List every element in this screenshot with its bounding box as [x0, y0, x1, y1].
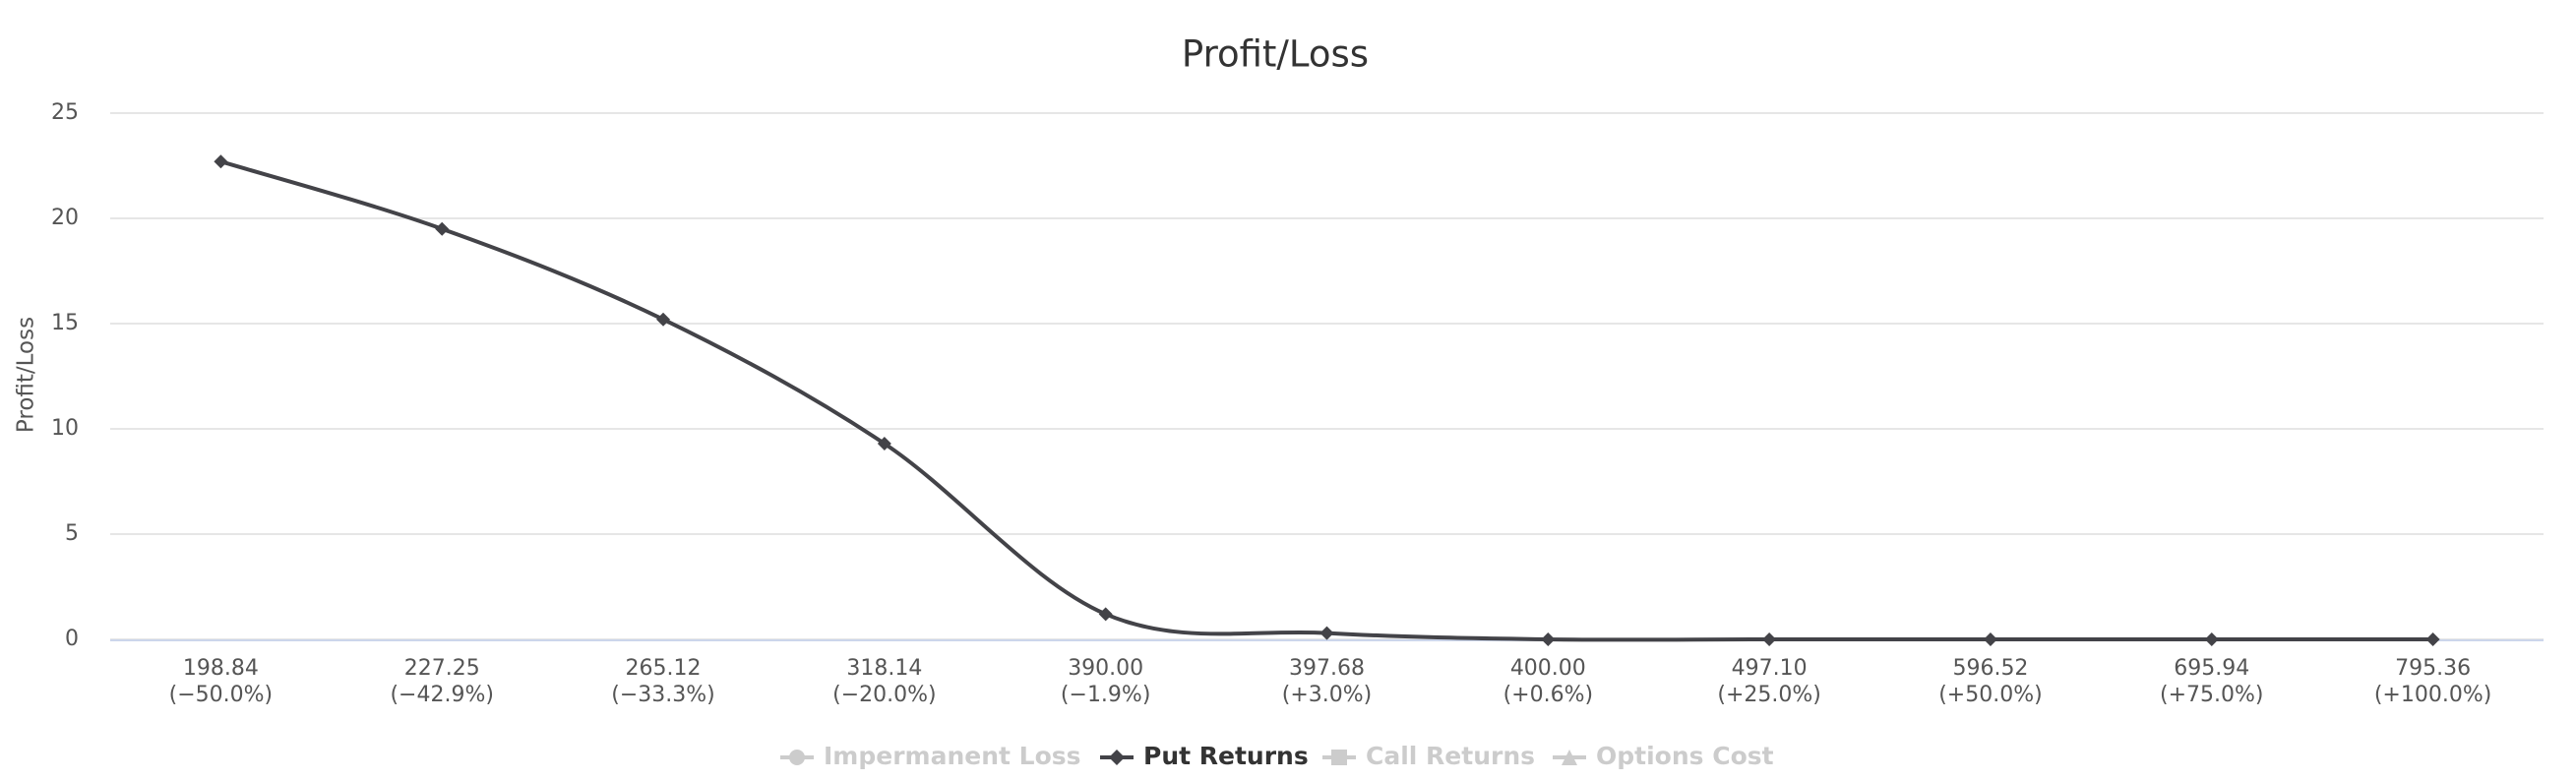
- y-axis-title: Profit/Loss: [14, 317, 39, 433]
- x-tick-label: 397.68: [1289, 656, 1365, 681]
- x-tick-sublabel: (−50.0%): [169, 683, 274, 707]
- data-point: [877, 436, 891, 451]
- y-tick-label: 15: [51, 311, 79, 335]
- y-tick-label: 0: [65, 627, 79, 651]
- data-point: [2425, 632, 2440, 646]
- x-tick-sublabel: (−20.0%): [832, 683, 937, 707]
- data-point: [1319, 626, 1334, 640]
- data-point: [2204, 632, 2219, 646]
- x-tick-sublabel: (+3.0%): [1282, 683, 1373, 707]
- x-tick-sublabel: (+50.0%): [1938, 683, 2043, 707]
- x-tick-label: 695.94: [2174, 656, 2249, 681]
- x-tick-label: 227.25: [404, 656, 480, 681]
- legend-symbol: [1562, 750, 1577, 765]
- x-tick-sublabel: (−42.9%): [390, 683, 494, 707]
- x-tick-sublabel: (−33.3%): [611, 683, 715, 707]
- data-point: [1098, 607, 1113, 622]
- data-point: [214, 154, 228, 169]
- legend-symbol: [1331, 750, 1347, 765]
- y-tick-label: 25: [51, 100, 79, 125]
- x-tick-label: 265.12: [626, 656, 702, 681]
- x-tick-label: 390.00: [1068, 656, 1143, 681]
- x-tick-sublabel: (+25.0%): [1717, 683, 1821, 707]
- data-point: [435, 221, 450, 236]
- y-tick-label: 5: [65, 521, 79, 546]
- x-tick-sublabel: (+0.6%): [1503, 683, 1594, 707]
- legend-item[interactable]: Impermanent Loss: [824, 742, 1081, 770]
- legend-item[interactable]: Put Returns: [1143, 742, 1309, 770]
- x-tick-sublabel: (−1.9%): [1061, 683, 1151, 707]
- x-tick-label: 497.10: [1732, 656, 1808, 681]
- y-tick-label: 20: [51, 206, 79, 230]
- line: [219, 159, 2433, 642]
- chart-title: Profit/Loss: [1182, 33, 1369, 76]
- x-tick-label: 318.14: [846, 656, 922, 681]
- data-point: [1541, 632, 1556, 646]
- data-point: [1762, 632, 1777, 646]
- legend-symbol: [1109, 750, 1125, 765]
- x-tick-label: 198.84: [183, 656, 259, 681]
- x-tick-label: 400.00: [1510, 656, 1586, 681]
- legend-item[interactable]: Call Returns: [1366, 742, 1535, 770]
- data-point: [1983, 632, 1997, 646]
- y-tick-label: 10: [51, 416, 79, 441]
- legend-item[interactable]: Options Cost: [1596, 742, 1774, 770]
- x-tick-label: 596.52: [1952, 656, 2028, 681]
- x-tick-label: 795.36: [2395, 656, 2471, 681]
- data-point: [656, 312, 671, 327]
- legend-symbol: [789, 750, 805, 765]
- x-tick-sublabel: (+100.0%): [2374, 683, 2492, 707]
- x-tick-sublabel: (+75.0%): [2160, 683, 2264, 707]
